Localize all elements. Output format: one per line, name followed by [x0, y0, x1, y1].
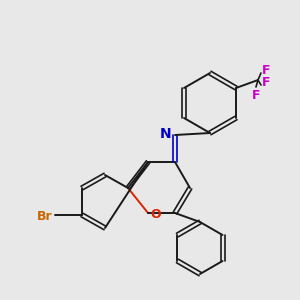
Text: F: F [262, 76, 271, 88]
Text: Br: Br [38, 209, 53, 223]
Text: N: N [159, 127, 171, 141]
Text: O: O [150, 208, 160, 220]
Text: F: F [252, 89, 260, 102]
Text: F: F [262, 64, 271, 77]
